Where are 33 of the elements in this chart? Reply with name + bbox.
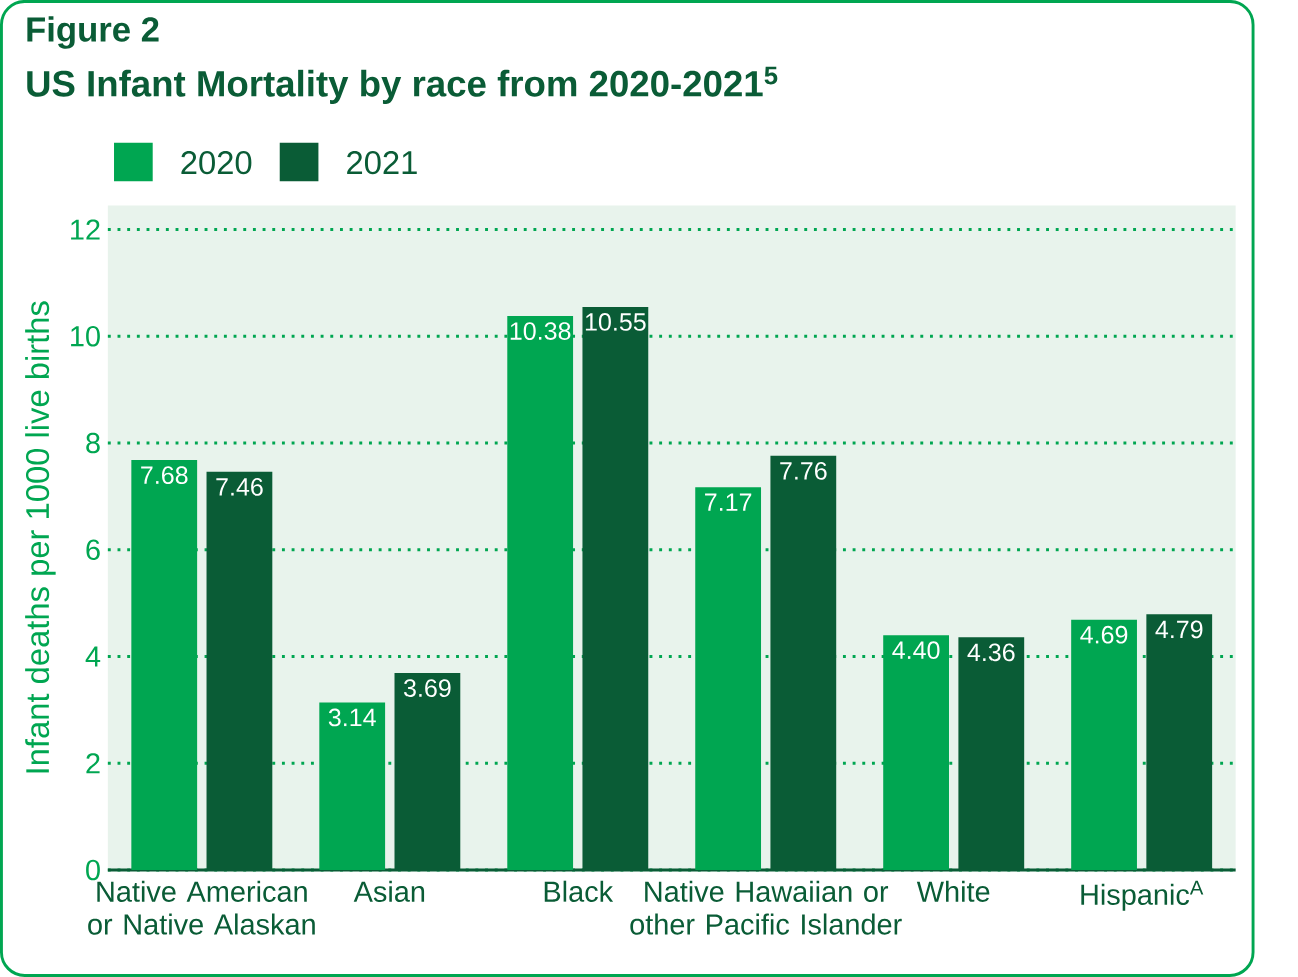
y-tick-label: 12 [71, 219, 100, 240]
y-tick-label: 10 [71, 326, 100, 347]
y-tick-label: 0 [86, 859, 100, 881]
legend-label: 2021 [347, 151, 417, 175]
data-label: 10.55 [585, 313, 646, 331]
data-label: 7.68 [141, 466, 188, 485]
data-label: 7.76 [780, 462, 827, 480]
data-label: 3.14 [328, 708, 376, 727]
data-label: 7.17 [705, 493, 752, 511]
data-label: 4.40 [892, 641, 940, 660]
y-tick-label: 6 [86, 539, 100, 561]
y-tick-label: 4 [85, 646, 101, 667]
x-tick-label: Native American or Native Alaskan [88, 880, 315, 935]
chart-title: Figure 2 [27, 16, 159, 49]
data-label: 4.36 [967, 643, 1015, 662]
bar [695, 487, 762, 871]
y-tick-label: 8 [86, 432, 100, 454]
data-label: 3.69 [403, 679, 451, 698]
y-tick-label: 2 [86, 753, 100, 774]
data-label: 4.69 [1080, 625, 1128, 644]
y-axis-title: Infant deaths per 1000 live births [25, 301, 56, 773]
x-tick-label: White [916, 880, 990, 902]
x-tick-label: Hispanic$^{A}$ [1081, 880, 1204, 911]
data-label: 4.79 [1155, 620, 1203, 639]
bar [319, 702, 386, 871]
bar [1071, 619, 1137, 871]
legend-label: 2020 [181, 151, 252, 175]
x-tick-label: Black [544, 880, 614, 902]
data-label: 10.38 [510, 322, 571, 340]
x-tick-label: Native Hawaiian or other Pacific Islander [630, 880, 902, 935]
chart-subtitle: US Infant Mortality by race from 2020-2021$^{5}$ [27, 66, 778, 104]
data-label: 7.46 [216, 478, 263, 496]
x-tick-label: Asian [353, 880, 425, 902]
